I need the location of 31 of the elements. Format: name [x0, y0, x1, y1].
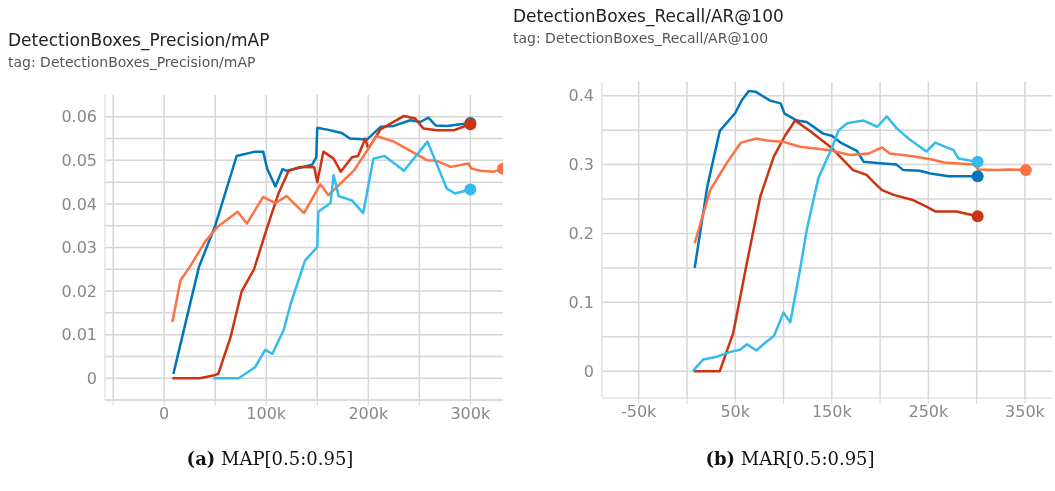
x-tick-label: 100k [246, 404, 287, 424]
chart-title: DetectionBoxes_Recall/AR@100 [513, 6, 784, 26]
chart-title: DetectionBoxes_Precision/mAP [8, 30, 270, 50]
x-tick-label: 50k [720, 402, 751, 422]
chart-subtitle: tag: DetectionBoxes_Recall/AR@100 [513, 30, 770, 46]
x-tick-label: 300k [450, 404, 491, 424]
point [1019, 164, 1032, 177]
x-tick-label: 200k [348, 404, 389, 424]
y-tick-label: 0.05 [61, 151, 97, 171]
point [971, 155, 984, 168]
text: (a) MAP[0.5:0.95] [186, 448, 354, 469]
y-tick-label: 0.06 [61, 107, 97, 127]
y-tick-label: 0 [86, 368, 97, 388]
x-tick-label: 350k [1005, 402, 1046, 422]
x-tick-label: 0 [159, 404, 170, 424]
x-tick-label: -50k [620, 402, 658, 422]
y-tick-label: 0.3 [568, 155, 594, 175]
x-tick-label: 150k [811, 402, 853, 422]
y-tick-label: 0.04 [61, 194, 97, 214]
point [971, 210, 984, 223]
y-tick-label: 0 [583, 361, 594, 381]
y-tick-label: 0.1 [568, 292, 594, 312]
y-tick-label: 0.03 [61, 238, 97, 258]
chart-subtitle: tag: DetectionBoxes_Precision/mAP [8, 54, 257, 70]
point [971, 170, 984, 183]
y-tick-label: 0.4 [568, 86, 594, 106]
text: (b) MAR[0.5:0.95] [705, 448, 875, 469]
y-tick-label: 0.01 [61, 325, 97, 345]
x-tick-label: 250k [908, 402, 950, 422]
y-tick-label: 0.2 [568, 224, 594, 244]
y-tick-label: 0.02 [61, 281, 97, 301]
